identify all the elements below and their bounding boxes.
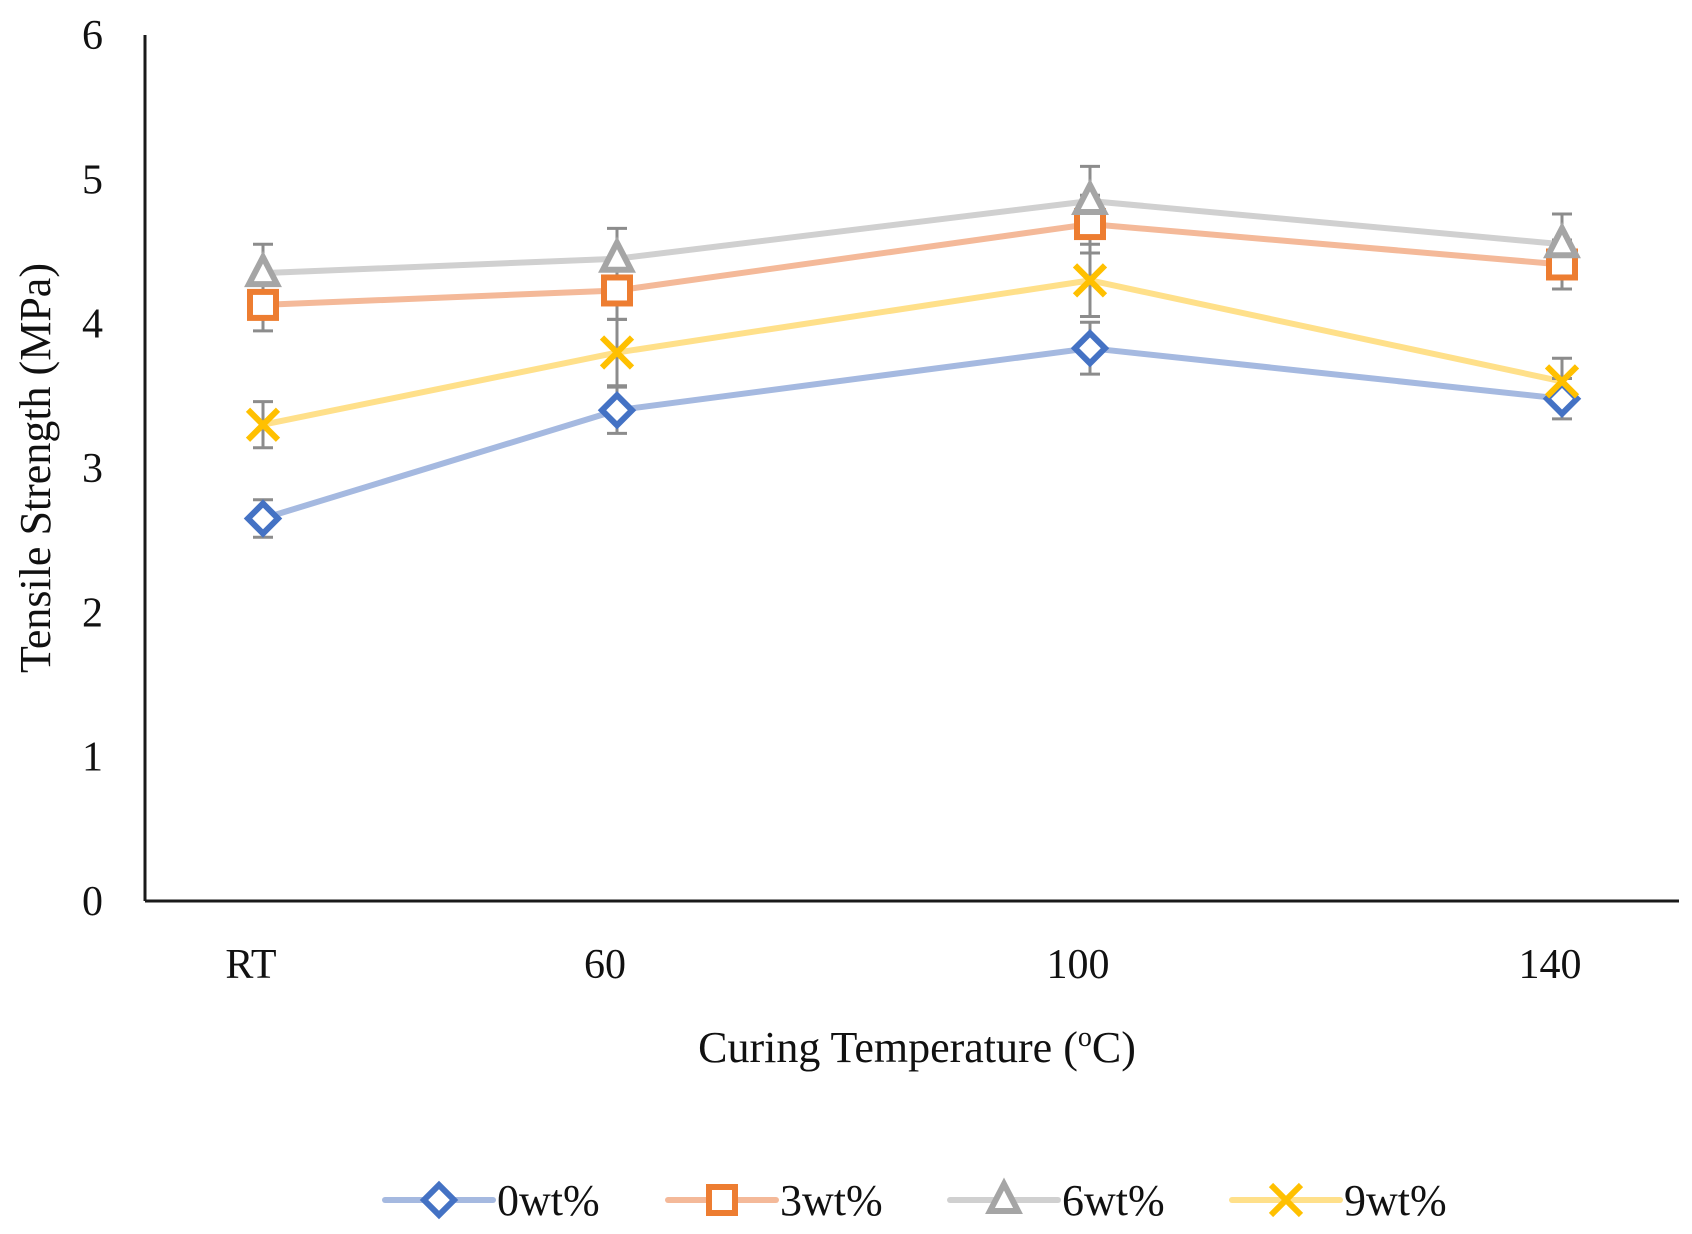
- error-bars-6wt%: [253, 164, 1572, 304]
- series-line: [260, 345, 1565, 522]
- x-tick-label: 100: [1047, 942, 1110, 988]
- y-tick-label: 0: [82, 879, 103, 925]
- data-point: [597, 391, 637, 430]
- series-3wt%: [260, 221, 1565, 308]
- legend-item-3wt%: 3wt%: [665, 1176, 883, 1225]
- y-tick-label: 6: [82, 13, 103, 59]
- x-tick-label: RT: [225, 942, 276, 988]
- data-point: [601, 274, 633, 307]
- error-bars-0wt%: [253, 320, 1572, 539]
- series-6wt%: [260, 197, 1565, 277]
- data-point: [1072, 263, 1108, 298]
- y-tick-label: 3: [82, 446, 103, 492]
- series-layer: [243, 164, 1582, 539]
- legend: 0wt% 3wt% 6wt% 9wt%: [382, 1176, 1447, 1225]
- data-point: [1070, 328, 1110, 368]
- data-point: [1544, 364, 1580, 399]
- x-axis-title-main: Curing Temperature (: [698, 1023, 1078, 1072]
- legend-swatch-marker: [1268, 1182, 1304, 1218]
- legend-swatch-marker: [706, 1184, 738, 1216]
- x-tick-label: 140: [1519, 942, 1582, 988]
- series-line: [260, 221, 1565, 308]
- markers-9wt%: [245, 263, 1580, 442]
- plot-area: [143, 35, 1679, 903]
- legend-swatch-marker: [985, 1177, 1023, 1214]
- legend-item-9wt%: 9wt%: [1229, 1176, 1447, 1225]
- legend-item-0wt%: 0wt%: [382, 1176, 600, 1225]
- series-0wt%: [260, 345, 1565, 522]
- x-axis-title-sup: o: [1078, 1022, 1092, 1053]
- y-axis-title: Tensile Strength (MPa): [11, 263, 60, 673]
- legend-label: 6wt%: [1062, 1176, 1165, 1225]
- y-tick-labels: 0 1 2 3 4 5 6: [82, 13, 103, 925]
- data-point: [598, 236, 636, 273]
- series-9wt%: [260, 277, 1565, 428]
- legend-label: 0wt%: [497, 1176, 600, 1225]
- data-point: [1071, 178, 1109, 215]
- error-bars-9wt%: [253, 242, 1572, 450]
- y-tick-label: 4: [82, 302, 103, 348]
- y-tick-label: 5: [82, 157, 103, 203]
- series-line: [260, 277, 1565, 428]
- y-tick-label: 2: [82, 590, 103, 636]
- x-axis-title-suffix: C): [1092, 1023, 1136, 1072]
- series-line: [260, 197, 1565, 277]
- x-tick-labels: RT 60 100 140: [225, 942, 1581, 988]
- legend-label: 3wt%: [780, 1176, 883, 1225]
- data-point: [245, 407, 281, 442]
- data-point: [244, 250, 282, 288]
- legend-item-6wt%: 6wt%: [947, 1176, 1165, 1225]
- data-point: [599, 335, 635, 370]
- legend-swatch-marker: [419, 1180, 459, 1220]
- markers-6wt%: [244, 178, 1581, 288]
- markers-0wt%: [243, 328, 1582, 538]
- x-axis-title: Curing Temperature (oC): [698, 1022, 1136, 1072]
- data-point: [247, 288, 279, 321]
- y-tick-label: 1: [82, 735, 103, 781]
- data-point: [243, 499, 283, 538]
- data-point: [1543, 221, 1581, 259]
- markers-3wt%: [247, 208, 1578, 321]
- x-tick-label: 60: [584, 942, 626, 988]
- legend-label: 9wt%: [1344, 1176, 1447, 1225]
